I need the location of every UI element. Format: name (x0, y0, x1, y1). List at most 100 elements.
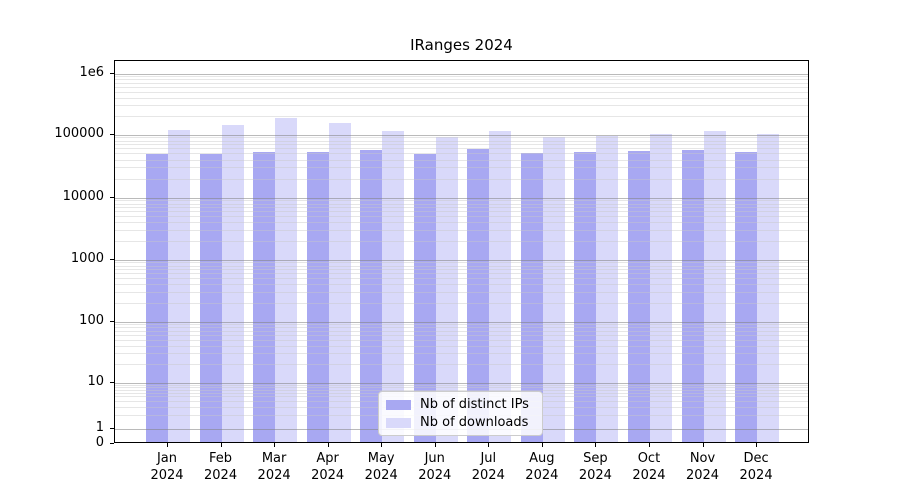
bar-downloads-dec (757, 134, 780, 442)
x-tick-mark (541, 443, 543, 447)
x-tick-mark (434, 443, 436, 447)
y-tick-label: 1000 (70, 250, 104, 266)
minor-gridline (115, 327, 808, 329)
bar-downloads-nov (703, 131, 726, 442)
x-tick-label-apr: Apr 2024 (311, 451, 345, 483)
x-tick-mark (381, 443, 383, 447)
minor-gridline (115, 240, 808, 242)
x-tick-label-jul: Jul 2024 (471, 451, 505, 483)
minor-gridline (115, 291, 808, 293)
major-gridline (115, 197, 808, 199)
minor-gridline (115, 207, 808, 209)
minor-gridline (115, 116, 808, 118)
minor-gridline (115, 105, 808, 107)
x-tick-mark (702, 443, 704, 447)
legend-label-downloads: Nb of downloads (420, 415, 529, 430)
y-tick-mark (110, 72, 114, 74)
x-tick-label-jun: Jun 2024 (418, 451, 452, 483)
minor-gridline (115, 324, 808, 326)
x-tick-mark (327, 443, 329, 447)
minor-gridline (115, 140, 808, 142)
bar-distinct-ips-feb (199, 154, 222, 442)
x-tick-mark (648, 443, 650, 447)
y-tick-mark (110, 381, 114, 383)
legend-item-downloads: Nb of downloads (386, 415, 534, 430)
bar-downloads-oct (649, 134, 672, 442)
x-tick-label-aug: Aug 2024 (525, 451, 559, 483)
minor-gridline (115, 278, 808, 280)
x-tick-label-may: May 2024 (364, 451, 398, 483)
major-gridline (115, 134, 808, 136)
minor-gridline (115, 82, 808, 84)
bar-downloads-apr (328, 123, 351, 442)
minor-gridline (115, 97, 808, 99)
minor-gridline (115, 159, 808, 161)
major-gridline (115, 259, 808, 261)
y-tick-label: 0 (95, 434, 104, 450)
x-tick-label-sep: Sep 2024 (578, 451, 612, 483)
minor-gridline (115, 265, 808, 267)
minor-gridline (115, 353, 808, 355)
minor-gridline (115, 273, 808, 275)
legend-swatch-distinct-ips (386, 399, 411, 410)
minor-gridline (115, 339, 808, 341)
y-tick-mark (110, 320, 114, 322)
y-tick-label: 100 (79, 312, 104, 328)
y-tick-label: 1e6 (79, 64, 104, 80)
minor-gridline (115, 269, 808, 271)
bar-distinct-ips-jan (146, 154, 168, 442)
minor-gridline (115, 91, 808, 93)
minor-gridline (115, 302, 808, 304)
grid-layer (115, 61, 808, 442)
bar-distinct-ips-apr (306, 151, 329, 442)
x-tick-label-mar: Mar 2024 (257, 451, 291, 483)
y-tick-mark (110, 442, 114, 444)
legend-swatch-downloads (386, 417, 411, 428)
bar-downloads-jul (489, 131, 512, 442)
minor-gridline (115, 216, 808, 218)
x-tick-label-feb: Feb 2024 (204, 451, 238, 483)
minor-gridline (115, 153, 808, 155)
y-tick-label: 100000 (54, 125, 104, 141)
minor-gridline (115, 335, 808, 337)
minor-gridline (115, 76, 808, 78)
bar-downloads-mar (275, 117, 298, 442)
minor-gridline (115, 384, 808, 386)
x-tick-label-jan: Jan 2024 (150, 451, 184, 483)
y-tick-mark (110, 258, 114, 260)
minor-gridline (115, 167, 808, 169)
bar-distinct-ips-dec (735, 151, 758, 442)
bar-downloads-jan (168, 130, 190, 442)
minor-gridline (115, 345, 808, 347)
plot-area (114, 60, 809, 443)
major-gridline (115, 382, 808, 384)
bar-distinct-ips-jun (413, 154, 436, 442)
major-gridline (115, 73, 808, 75)
x-tick-label-oct: Oct 2024 (632, 451, 666, 483)
bar-downloads-feb (221, 125, 244, 442)
bar-distinct-ips-oct (627, 150, 650, 442)
bar-distinct-ips-aug (520, 153, 543, 442)
x-tick-mark (220, 443, 222, 447)
minor-gridline (115, 200, 808, 202)
y-tick-mark (110, 196, 114, 198)
bar-distinct-ips-may (360, 149, 383, 442)
bar-distinct-ips-nov (681, 149, 704, 442)
bar-downloads-sep (596, 135, 619, 442)
legend-label-distinct-ips: Nb of distinct IPs (420, 397, 529, 412)
bar-distinct-ips-jul (467, 149, 490, 442)
x-tick-mark (167, 443, 168, 447)
minor-gridline (115, 222, 808, 224)
y-tick-mark (110, 427, 114, 429)
bars-layer (115, 61, 808, 442)
x-tick-mark (488, 443, 490, 447)
bar-downloads-aug (542, 137, 565, 442)
minor-gridline (115, 386, 808, 388)
minor-gridline (115, 330, 808, 332)
bar-downloads-jun (435, 136, 458, 442)
minor-gridline (115, 262, 808, 264)
legend: Nb of distinct IPs Nb of downloads (378, 391, 543, 436)
major-gridline (115, 321, 808, 323)
minor-gridline (115, 203, 808, 205)
